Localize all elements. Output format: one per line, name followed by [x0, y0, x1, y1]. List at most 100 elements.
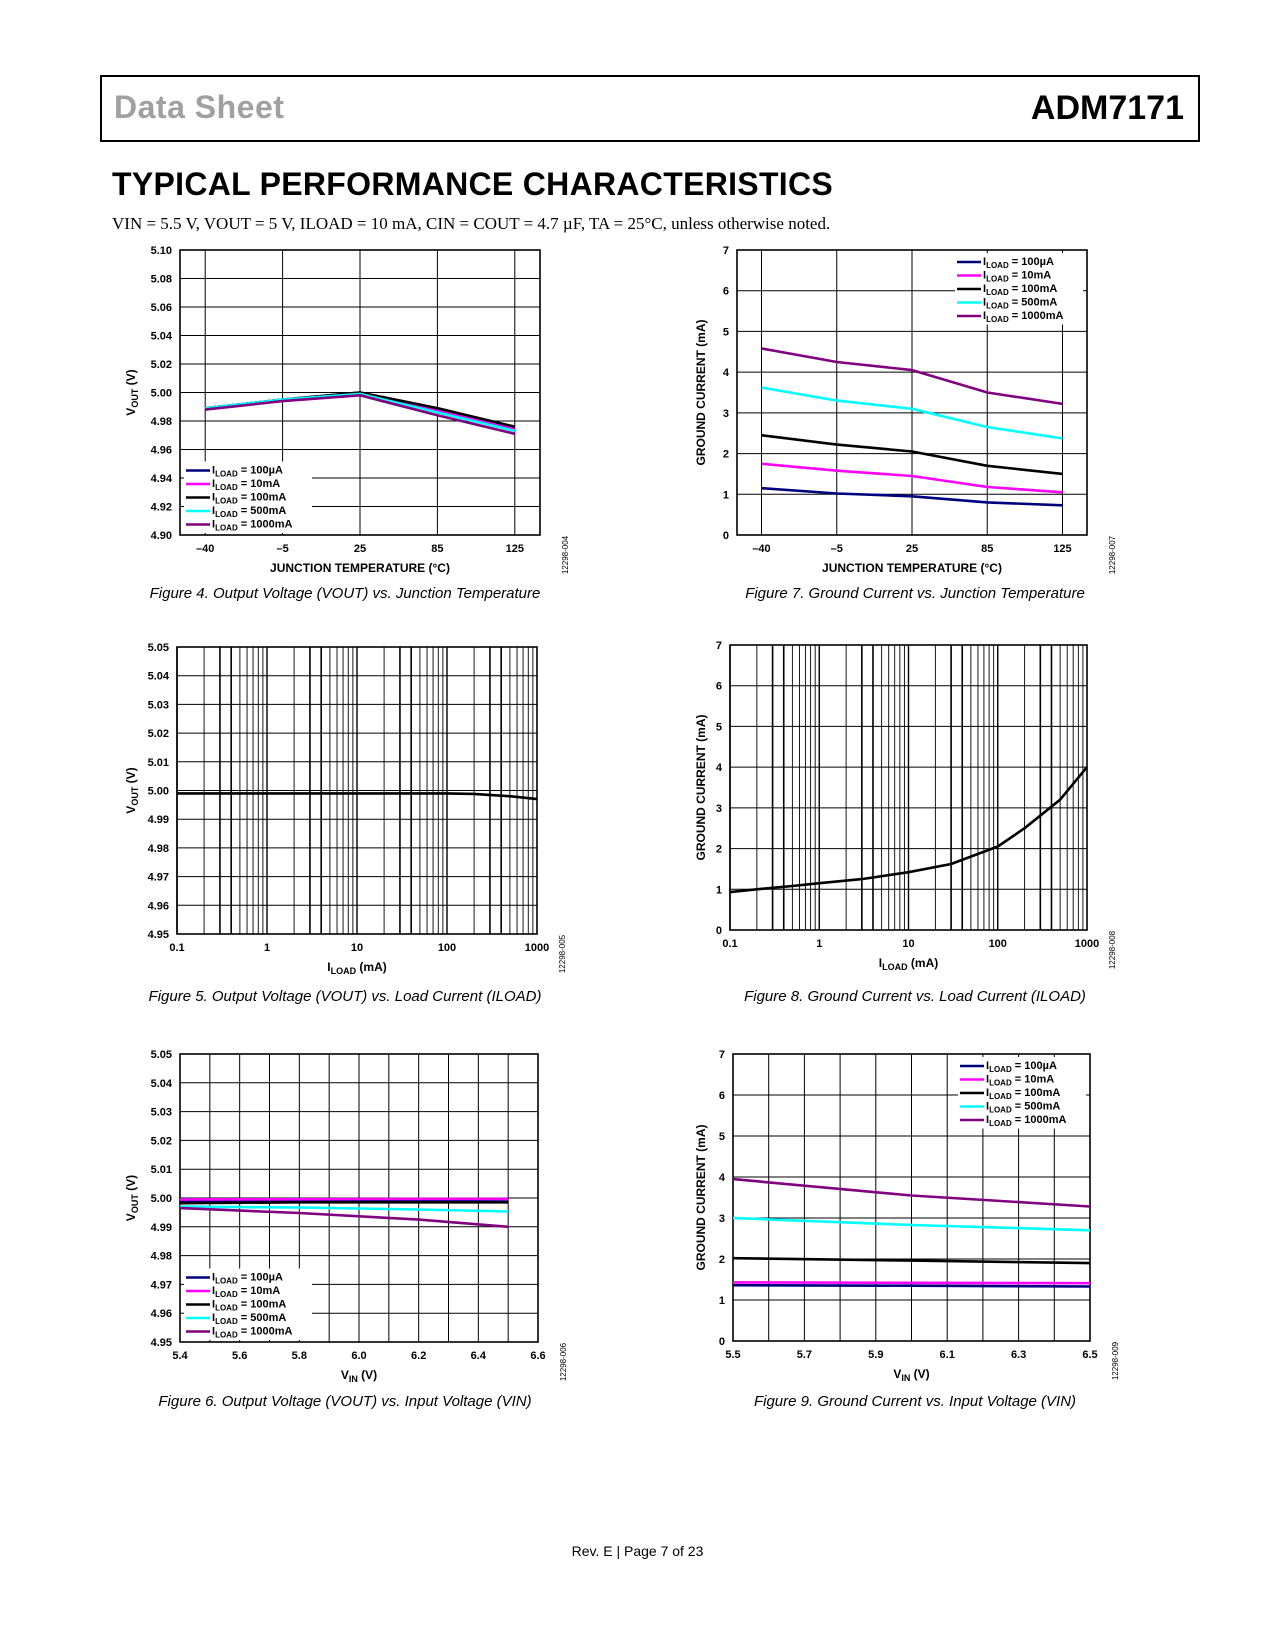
y-tick-label: 4.92 [151, 502, 172, 514]
y-tick-label: 5.10 [151, 245, 172, 257]
y-tick-label: 5.05 [151, 1049, 172, 1061]
series-line-1000mA [205, 394, 516, 436]
y-tick-label: 1 [716, 884, 722, 896]
legend-label: ILOAD = 100µA [212, 465, 283, 479]
page-footer: Rev. E | Page 7 of 23 [571, 1543, 704, 1559]
x-tick-label: 85 [431, 543, 443, 555]
y-tick-label: 4.96 [148, 900, 169, 912]
caption-fig5: Figure 5. Output Voltage (VOUT) vs. Load… [148, 988, 542, 1005]
y-tick-label: 4 [719, 1172, 726, 1184]
y-axis-label: GROUND CURRENT (mA) [694, 320, 708, 466]
x-tick-label: 85 [981, 543, 993, 555]
series-line-1000mA [761, 347, 1063, 406]
y-tick-label: 4.97 [151, 1279, 172, 1291]
x-tick-label: –5 [831, 543, 843, 555]
y-tick-label: 1 [723, 489, 729, 501]
y-tick-label: 4.98 [151, 416, 172, 428]
x-tick-label: 10 [351, 942, 363, 954]
x-tick-label: 5.4 [172, 1350, 188, 1362]
chart-fig6: 4.95 4.96 4.97 4.98 4.99 5.00 5.01 5.02 5.03 5.04… [124, 1049, 568, 1384]
series-line-100uA [732, 1283, 1091, 1288]
chart-fig8: 0 1 2 3 4 5 6 7 0.1 1 10 100 1000 ILOAD (mA) GROUND CU… [694, 640, 1117, 972]
caption-fig4: Figure 4. Output Voltage (VOUT) vs. Junc… [149, 585, 541, 602]
x-tick-label: 1000 [1075, 938, 1099, 950]
y-tick-label: 4 [723, 367, 730, 379]
x-tick-label: 6.2 [411, 1350, 426, 1362]
y-tick-label: 4.96 [151, 1308, 172, 1320]
y-tick-label: 5.04 [148, 671, 170, 683]
legend-label: ILOAD = 100mA [986, 1087, 1060, 1101]
chart-fig4: 4.90 4.92 4.94 4.96 4.98 5.00 5.02 5.04 5.06 5.08… [124, 245, 570, 575]
y-tick-label: 4.98 [151, 1251, 172, 1263]
y-tick-label: 2 [723, 449, 729, 461]
y-tick-label: 4 [716, 762, 723, 774]
x-tick-label: 1 [264, 942, 270, 954]
chart-fig7: 0 1 2 3 4 5 6 7 –40 –5 25 85 125 JUNCTION TEMPERATURE… [694, 245, 1117, 575]
y-tick-label: 5.02 [151, 359, 172, 371]
y-axis-label: GROUND CURRENT (mA) [694, 1125, 708, 1271]
y-tick-label: 1 [719, 1295, 725, 1307]
series-line-500mA [179, 1205, 509, 1213]
caption-fig7: Figure 7. Ground Current vs. Junction Te… [745, 585, 1085, 602]
plot-frame [729, 644, 1088, 931]
series-line-10mA [732, 1281, 1091, 1285]
y-tick-label: 4.98 [148, 843, 169, 855]
series-line-1000mA [732, 1177, 1091, 1208]
y-tick-label: 5.02 [148, 728, 169, 740]
x-tick-label: –5 [276, 543, 288, 555]
legend-label: ILOAD = 1000mA [212, 1326, 293, 1340]
series-line-1000mA [179, 1206, 509, 1229]
y-tick-label: 5.01 [151, 1164, 172, 1176]
x-tick-label: 5.6 [232, 1350, 247, 1362]
y-tick-label: 4.99 [148, 814, 169, 826]
test-conditions: VIN = 5.5 V, VOUT = 5 V, ILOAD = 10 mA, … [112, 214, 831, 233]
legend-label: ILOAD = 10mA [983, 270, 1051, 284]
y-tick-label: 7 [716, 640, 722, 652]
x-tick-label: 5.5 [725, 1349, 740, 1361]
series-line-500mA [732, 1216, 1091, 1232]
x-tick-label: 10 [902, 938, 914, 950]
x-tick-label: 6.4 [471, 1350, 487, 1362]
x-tick-label: 25 [354, 543, 366, 555]
y-tick-label: 0 [716, 925, 722, 937]
y-tick-label: 7 [723, 245, 729, 257]
series-line-100mA [732, 1256, 1091, 1265]
legend-label: ILOAD = 100µA [986, 1060, 1057, 1074]
y-tick-label: 0 [723, 530, 729, 542]
y-tick-label: 5.00 [151, 388, 172, 400]
y-tick-label: 2 [716, 844, 722, 856]
y-axis-label: VOUT (V) [124, 1175, 140, 1221]
y-tick-label: 4.94 [151, 473, 173, 485]
y-tick-label: 4.96 [151, 445, 172, 457]
y-tick-label: 5 [719, 1131, 725, 1143]
y-tick-label: 5.01 [148, 757, 169, 769]
y-tick-label: 4.95 [148, 929, 169, 941]
series-line-100mA [729, 766, 1089, 894]
x-tick-label: 0.1 [722, 938, 737, 950]
x-tick-label: 1 [816, 938, 822, 950]
legend-label: ILOAD = 500mA [212, 1312, 286, 1326]
y-tick-label: 5 [723, 326, 729, 338]
legend-label: ILOAD = 100µA [212, 1272, 283, 1286]
legend-label: ILOAD = 100mA [212, 492, 286, 506]
y-tick-label: 4.99 [151, 1222, 172, 1234]
legend-label: ILOAD = 500mA [212, 505, 286, 519]
plot-frame [179, 249, 541, 536]
series-line-500mA [761, 386, 1063, 440]
legend-label: ILOAD = 100mA [212, 1299, 286, 1313]
y-tick-label: 5.02 [151, 1135, 172, 1147]
y-axis-label: VOUT (V) [124, 369, 140, 415]
y-tick-label: 0 [719, 1336, 725, 1348]
plot-frame [732, 1053, 1091, 1342]
caption-fig9: Figure 9. Ground Current vs. Input Volta… [753, 1393, 1077, 1410]
x-tick-label: 5.9 [868, 1349, 883, 1361]
y-tick-label: 4.97 [148, 872, 169, 884]
y-tick-label: 6 [719, 1090, 725, 1102]
x-tick-label: –40 [752, 543, 770, 555]
x-axis-label: ILOAD (mA) [327, 960, 387, 976]
chart-fig9: 0 1 2 3 4 5 6 7 5.5 5.7 5.9 6.1 6.3 6.5 VIN (V) GROUND … [694, 1049, 1120, 1383]
x-tick-label: 100 [989, 938, 1007, 950]
y-tick-label: 3 [723, 408, 729, 420]
figure-code: 12298-006 [559, 1342, 568, 1381]
caption-fig6: Figure 6. Output Voltage (VOUT) vs. Inpu… [158, 1393, 532, 1410]
